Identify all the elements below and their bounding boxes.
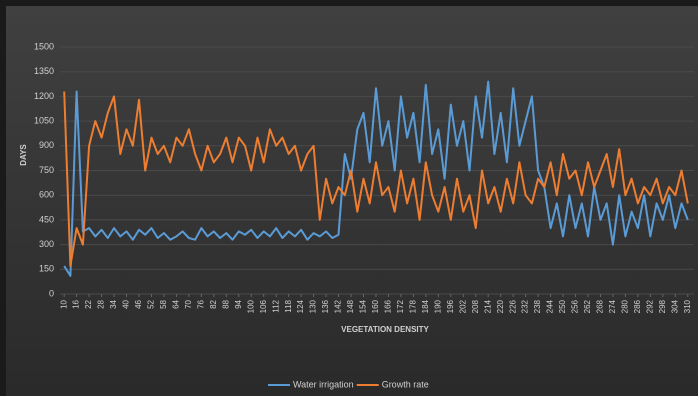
x-tick-label: 22 (84, 299, 93, 308)
x-tick-label: 214 (483, 299, 492, 313)
x-tick-label: 100 (246, 299, 255, 313)
series-line (63, 91, 689, 267)
x-tick-label: 250 (558, 299, 567, 313)
y-tick-label: 1200 (34, 91, 54, 101)
x-tick-label: 106 (259, 299, 268, 313)
x-tick-label: 58 (159, 299, 168, 308)
y-tick-label: 900 (39, 140, 54, 150)
x-tick-label: 118 (284, 299, 293, 312)
x-tick-label: 154 (359, 299, 368, 313)
x-tick-label: 232 (521, 299, 530, 313)
x-tick-label: 298 (658, 299, 667, 313)
x-tick-label: 88 (221, 299, 230, 308)
series-line (63, 80, 689, 277)
x-tick-label: 262 (583, 299, 592, 313)
x-tick-label: 226 (508, 299, 517, 313)
chart-background (6, 6, 698, 396)
x-tick-label: 142 (334, 299, 343, 313)
x-tick-label: 220 (496, 299, 505, 313)
x-tick-label: 190 (433, 299, 442, 313)
x-tick-label: 244 (546, 299, 555, 313)
y-tick-label: 1500 (34, 41, 54, 51)
x-tick-label: 94 (234, 299, 243, 308)
x-tick-label: 46 (134, 299, 143, 308)
x-tick-label: 286 (633, 299, 642, 313)
y-tick-label: 750 (39, 165, 54, 175)
y-tick-label: 600 (39, 190, 54, 200)
x-tick-label: 280 (621, 299, 630, 313)
x-tick-label: 208 (471, 299, 480, 313)
x-tick-label: 130 (309, 299, 318, 313)
legend-label: Growth rate (382, 379, 429, 389)
x-tick-label: 238 (533, 299, 542, 313)
x-tick-label: 76 (196, 299, 205, 308)
y-tick-label: 150 (39, 264, 54, 274)
x-tick-label: 124 (296, 299, 305, 313)
x-tick-label: 70 (184, 299, 193, 308)
y-tick-label: 1050 (34, 115, 54, 125)
x-tick-label: 52 (147, 299, 156, 308)
x-tick-label: 196 (446, 299, 455, 313)
x-tick-label: 202 (458, 299, 467, 313)
x-tick-label: 304 (670, 299, 679, 313)
x-tick-label: 160 (371, 299, 380, 313)
y-tick-label: 450 (39, 214, 54, 224)
y-tick-label: 300 (39, 239, 54, 249)
x-tick-label: 268 (596, 299, 605, 313)
x-tick-label: 178 (408, 299, 417, 313)
x-tick-label: 112 (271, 299, 280, 312)
x-tick-label: 136 (321, 299, 330, 313)
x-tick-label: 64 (172, 299, 181, 308)
y-tick-label: 0 (49, 288, 54, 298)
x-tick-label: 256 (571, 299, 580, 313)
y-axis-label: DAYS (19, 144, 28, 166)
y-tick-label: 1350 (34, 66, 54, 76)
x-tick-label: 184 (421, 299, 430, 313)
x-tick-label: 82 (209, 299, 218, 308)
x-tick-label: 34 (109, 299, 118, 308)
x-axis-label: VEGETATION DENSITY (341, 325, 429, 334)
x-tick-label: 274 (608, 299, 617, 313)
x-tick-label: 166 (384, 299, 393, 313)
x-tick-label: 16 (72, 299, 81, 308)
x-tick-label: 292 (645, 299, 654, 313)
x-tick-label: 28 (97, 299, 106, 308)
x-tick-label: 10 (59, 299, 68, 308)
legend-label: Water irrigation (293, 379, 354, 389)
x-tick-label: 148 (346, 299, 355, 313)
x-tick-label: 40 (122, 299, 131, 308)
x-tick-label: 172 (396, 299, 405, 313)
x-tick-label: 310 (683, 299, 692, 313)
